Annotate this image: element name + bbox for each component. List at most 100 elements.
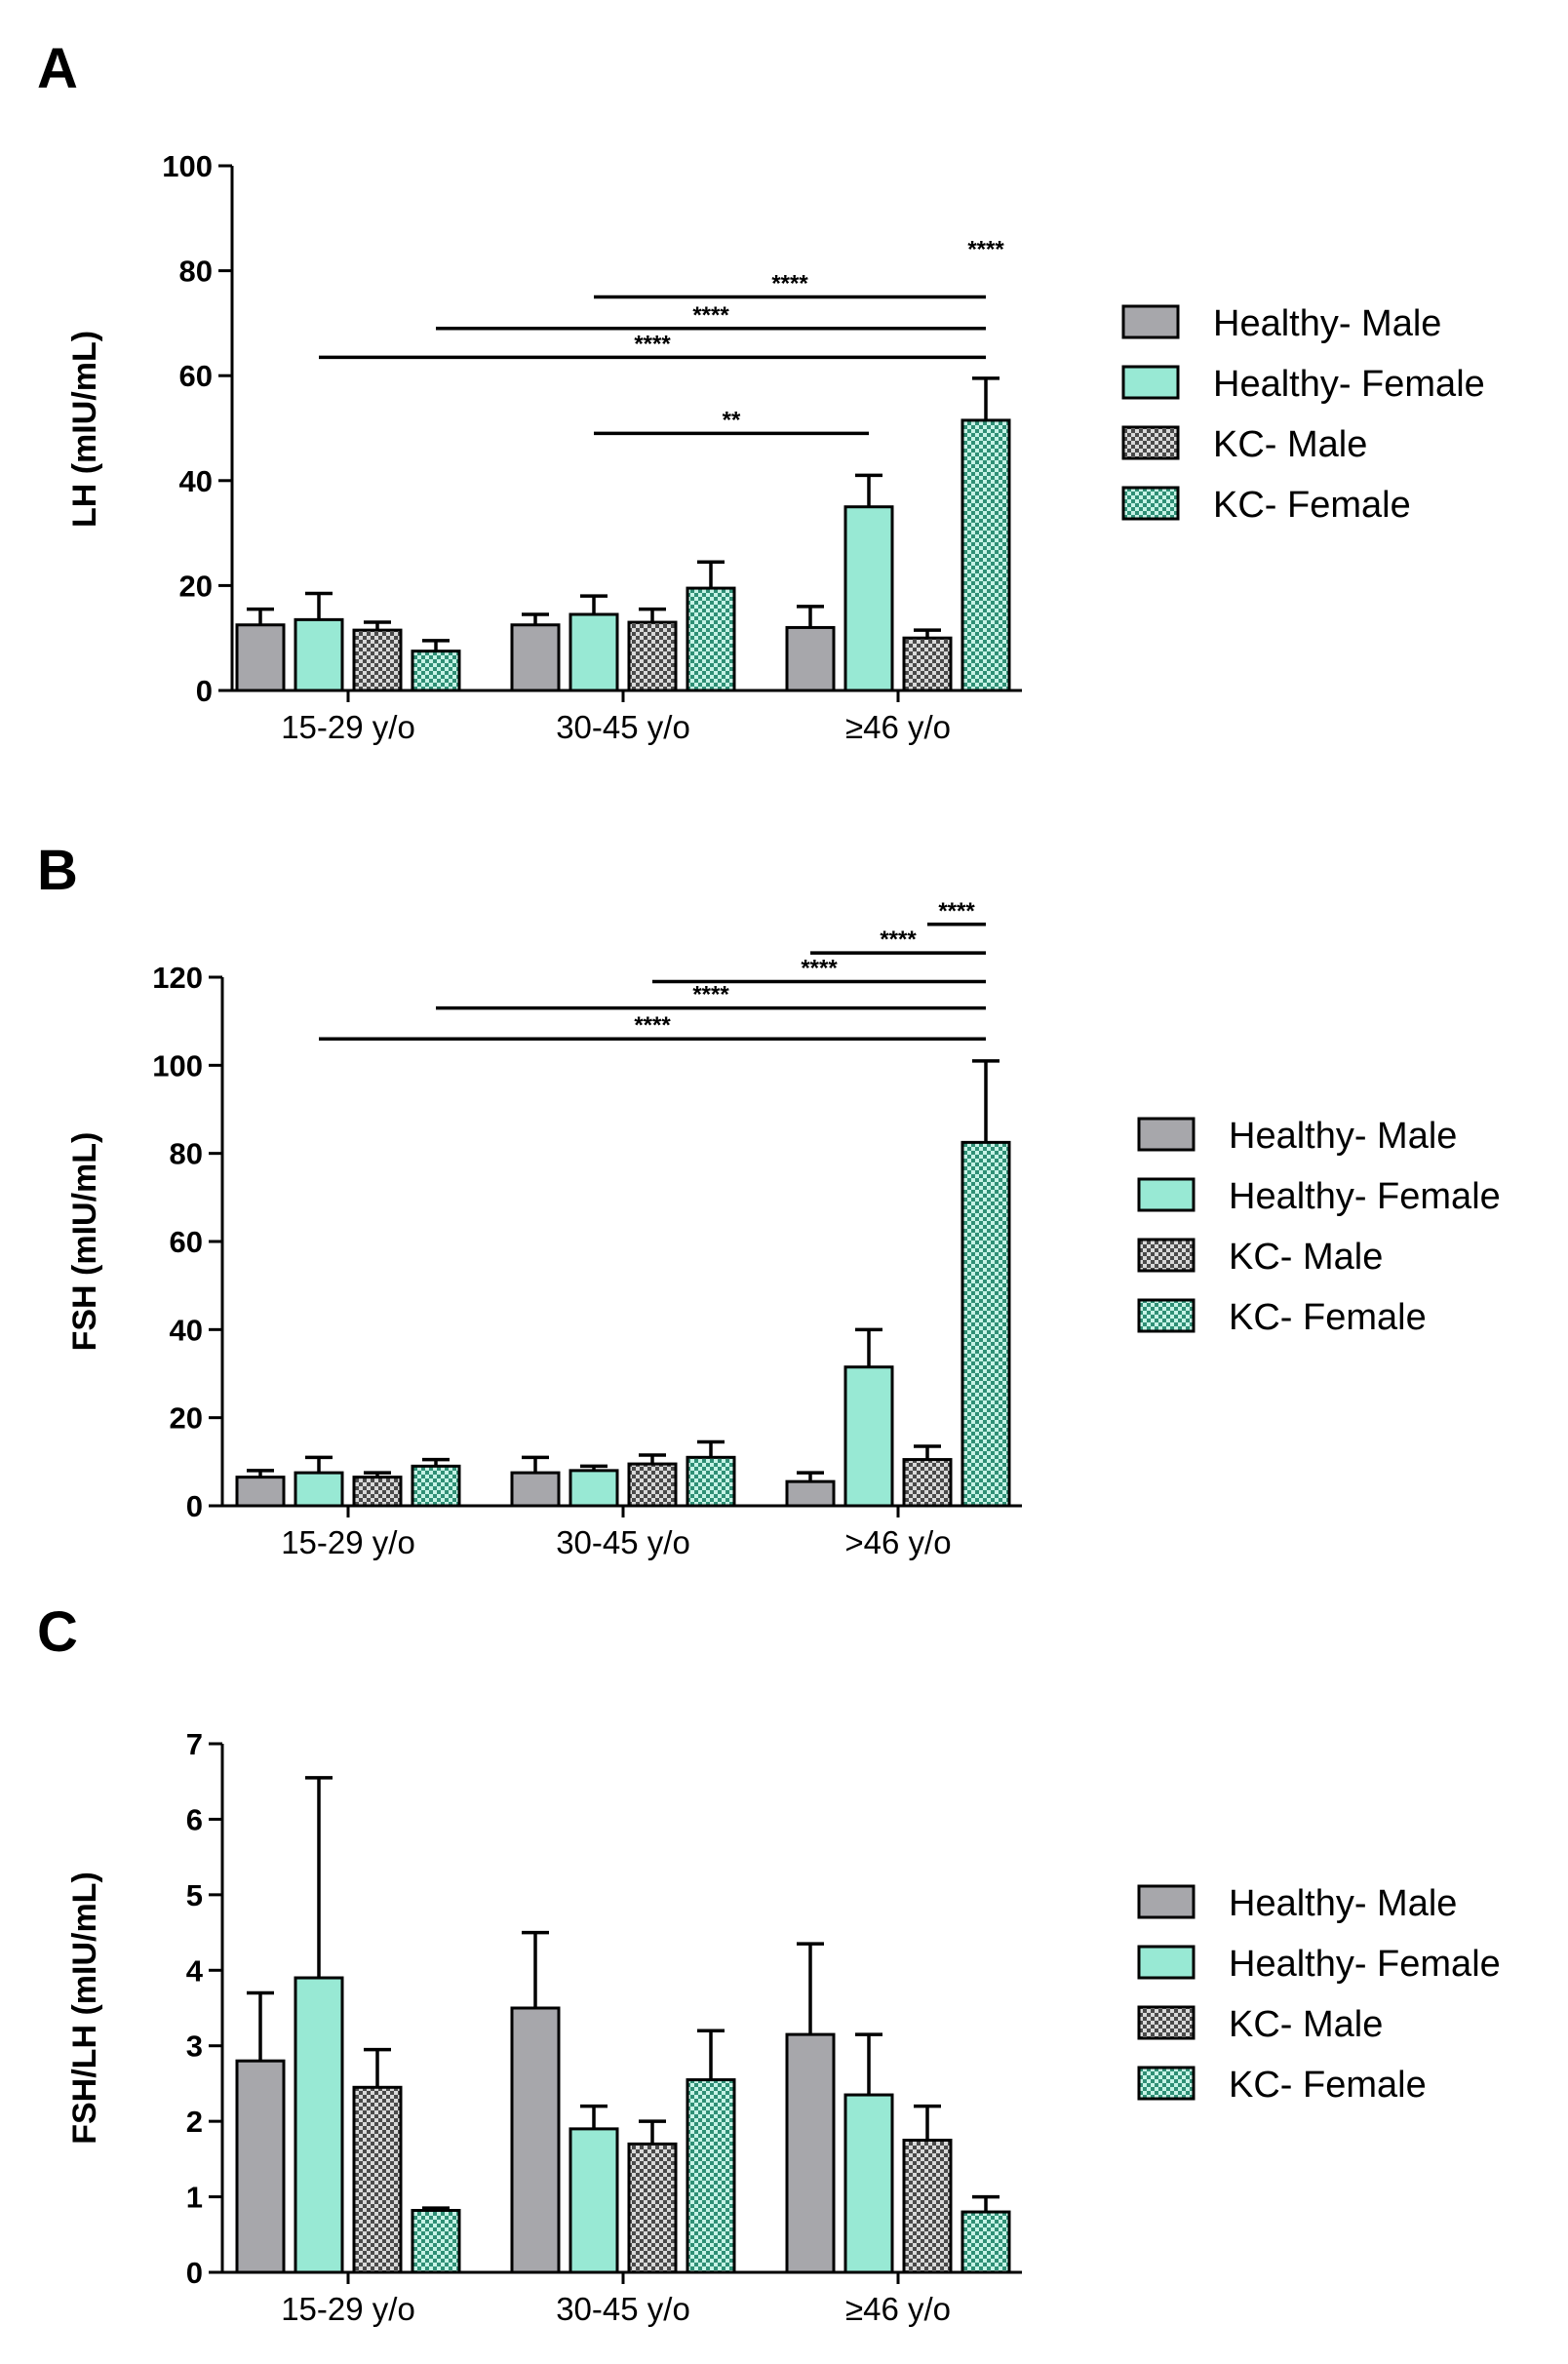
significance-label: **** — [938, 898, 975, 925]
panel-letter: B — [37, 839, 78, 902]
legend-label-kc-female: KC- Female — [1229, 1297, 1427, 1338]
legend-label-healthy-male: Healthy- Male — [1213, 303, 1441, 344]
legend-label-healthy-male: Healthy- Male — [1229, 1116, 1457, 1157]
significance-label: **** — [771, 271, 808, 297]
panel-letter: A — [37, 37, 78, 100]
y-tick-label: 0 — [186, 1489, 203, 1523]
y-tick-label: 80 — [170, 1137, 203, 1171]
legend-swatch-kc-female — [1137, 2066, 1196, 2101]
bar-healthy-male-30-45-y-o — [510, 2006, 561, 2274]
panel-a: A 0 20 40 60 80 100 LH (mIU/mL) 15-29 y/o 30-45 y… — [37, 37, 1485, 745]
legend-swatch-kc-male — [1137, 2005, 1196, 2040]
bar-kc-male-30-45-y-o — [627, 1462, 678, 1508]
legend-swatch-kc-male — [1137, 1238, 1196, 1273]
legend-label-kc-male: KC- Male — [1213, 424, 1367, 465]
y-tick-label: 60 — [179, 359, 213, 393]
legend-swatch-healthy-male — [1121, 304, 1180, 339]
legend-swatch-healthy-female — [1137, 1945, 1196, 1980]
panel-b: B 0 20 40 60 80 100 120 FSH (mIU/mL) 15-29 y/o 30-… — [37, 839, 1501, 1560]
bar-healthy-male-15-29-y-o — [235, 1476, 286, 1508]
significance-label: **** — [692, 982, 729, 1008]
bar-kc-male-30-45-y-o — [627, 620, 678, 692]
bar-kc-male-30-45-y-o — [627, 2142, 678, 2274]
y-tick-label: 40 — [170, 1313, 203, 1347]
x-tick-label: 30-45 y/o — [556, 2291, 690, 2327]
legend-swatch-healthy-male — [1137, 1884, 1196, 1919]
y-tick-label: 100 — [152, 1048, 203, 1083]
legend-swatch-healthy-female — [1121, 365, 1180, 400]
bar-healthy-male-15-29-y-o — [235, 623, 286, 692]
y-tick-label: 7 — [186, 1727, 203, 1761]
legend-label-healthy-female: Healthy- Female — [1229, 1176, 1501, 1217]
bar-kc-male-15-29-y-o — [352, 628, 403, 692]
legend-swatch-kc-female — [1121, 486, 1180, 521]
bar-kc-female-30-45-y-o — [686, 586, 736, 692]
panel-c: C 0 1 2 3 4 5 6 7 FSH/LH (mIU/mL) 15-29 y/o 30-45 y… — [37, 1600, 1501, 2327]
x-tick-label: ≥46 y/o — [845, 709, 951, 745]
bar-healthy-female-30-45-y-o — [568, 1469, 619, 1508]
y-tick-label: 3 — [186, 2029, 203, 2064]
significance-label: **** — [880, 926, 917, 953]
bar-healthy-male-30-45-y-o — [510, 623, 561, 692]
y-tick-label: 0 — [196, 674, 213, 708]
x-tick-label: 15-29 y/o — [281, 1524, 415, 1560]
bar-kc-female-46-y-o — [960, 2210, 1011, 2274]
bar-kc-male-15-29-y-o — [352, 2085, 403, 2274]
bar-healthy-male-46-y-o — [785, 625, 836, 692]
y-tick-label: 60 — [170, 1225, 203, 1259]
legend-label-kc-male: KC- Male — [1229, 1237, 1383, 1278]
bar-healthy-female-46-y-o — [843, 2093, 894, 2274]
y-tick-label: 6 — [186, 1802, 203, 1836]
y-axis-label: LH (mIU/mL) — [66, 331, 103, 528]
legend-swatch-kc-female — [1137, 1298, 1196, 1333]
bar-kc-female-15-29-y-o — [411, 1464, 461, 1508]
legend-label-healthy-female: Healthy- Female — [1229, 1944, 1501, 1985]
x-tick-label: 30-45 y/o — [556, 709, 690, 745]
y-tick-label: 100 — [162, 149, 213, 183]
bar-healthy-female-30-45-y-o — [568, 2127, 619, 2274]
bar-kc-female-15-29-y-o — [411, 650, 461, 692]
y-tick-label: 5 — [186, 1878, 203, 1912]
legend-label-kc-female: KC- Female — [1213, 485, 1411, 526]
x-tick-label: 30-45 y/o — [556, 1524, 690, 1560]
y-tick-label: 40 — [179, 464, 213, 498]
y-axis-label: FSH/LH (mIU/mL) — [66, 1872, 103, 2145]
significance-label: **** — [967, 237, 1004, 263]
bar-healthy-male-46-y-o — [785, 2032, 836, 2274]
bar-kc-female-46-y-o — [960, 418, 1011, 692]
y-tick-label: 20 — [179, 569, 213, 603]
y-axis-label: FSH (mIU/mL) — [66, 1132, 103, 1352]
bar-healthy-female-15-29-y-o — [294, 1471, 344, 1508]
x-tick-label: 15-29 y/o — [281, 709, 415, 745]
bar-kc-female-30-45-y-o — [686, 1455, 736, 1508]
bar-healthy-female-15-29-y-o — [294, 617, 344, 692]
x-tick-label: ≥46 y/o — [845, 2291, 951, 2327]
legend-label-kc-male: KC- Male — [1229, 2004, 1383, 2045]
panel-letter: C — [37, 1600, 78, 1664]
y-tick-label: 20 — [170, 1401, 203, 1436]
y-tick-label: 0 — [186, 2256, 203, 2290]
x-tick-label: >46 y/o — [844, 1524, 951, 1560]
bar-healthy-female-46-y-o — [843, 1365, 894, 1508]
significance-label: ** — [723, 407, 741, 433]
legend-swatch-healthy-male — [1137, 1117, 1196, 1152]
y-tick-label: 1 — [186, 2181, 203, 2215]
bar-healthy-male-15-29-y-o — [235, 2059, 286, 2274]
legend-swatch-kc-male — [1121, 425, 1180, 460]
significance-label: **** — [634, 1012, 671, 1039]
y-tick-label: 2 — [186, 2105, 203, 2139]
bar-kc-female-46-y-o — [960, 1140, 1011, 1508]
bar-kc-male-46-y-o — [902, 1458, 953, 1508]
y-tick-label: 120 — [152, 961, 203, 995]
bar-healthy-male-46-y-o — [785, 1479, 836, 1508]
y-tick-label: 4 — [186, 1953, 204, 1988]
bar-kc-female-15-29-y-o — [411, 2209, 461, 2274]
legend-label-healthy-male: Healthy- Male — [1229, 1883, 1457, 1924]
bar-kc-male-15-29-y-o — [352, 1476, 403, 1508]
legend-swatch-healthy-female — [1137, 1177, 1196, 1212]
significance-label: **** — [634, 331, 671, 357]
bar-healthy-male-30-45-y-o — [510, 1471, 561, 1508]
bar-kc-male-46-y-o — [902, 2139, 953, 2274]
significance-label: **** — [801, 956, 838, 982]
